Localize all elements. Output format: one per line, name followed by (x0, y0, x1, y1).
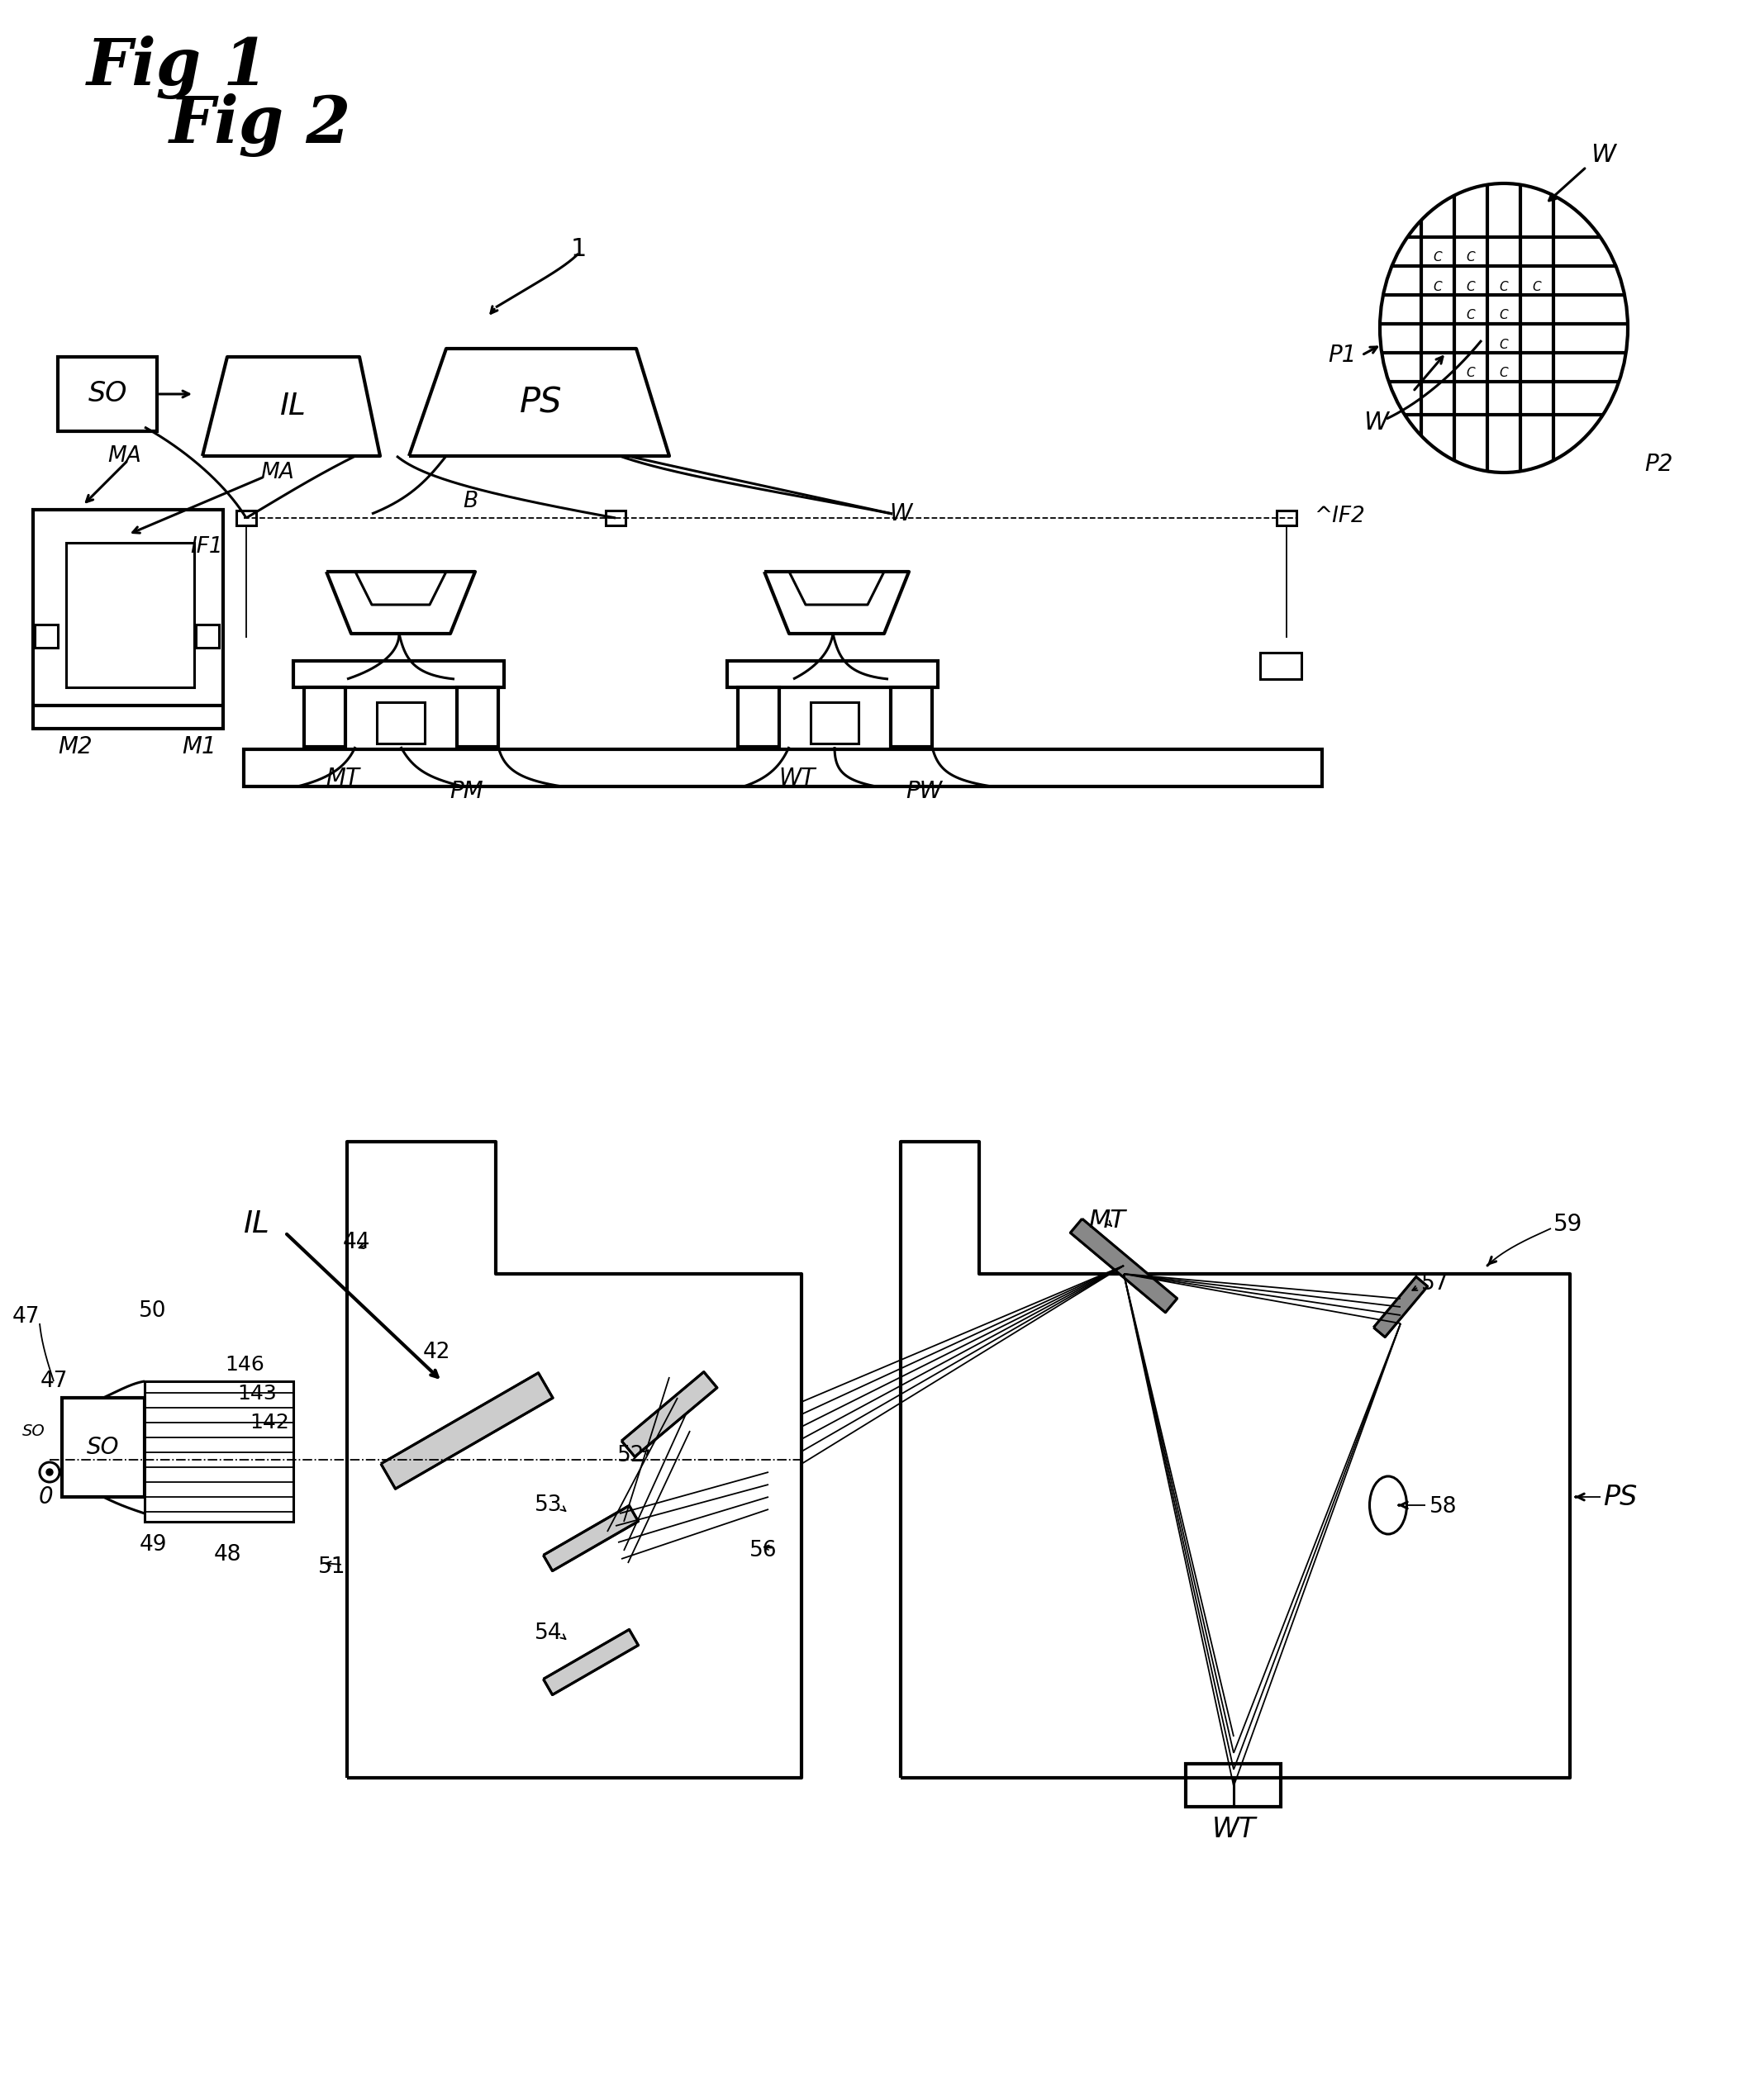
Text: PM: PM (449, 779, 484, 802)
Text: M1: M1 (181, 735, 216, 758)
Text: 53: 53 (534, 1495, 562, 1516)
Text: C: C (1466, 252, 1475, 265)
Text: 44: 44 (343, 1233, 371, 1254)
Bar (606, 510, 625, 525)
Text: PS: PS (1603, 1483, 1637, 1510)
Bar (1260, 653, 1302, 678)
Text: MA: MA (108, 445, 141, 466)
Text: B: B (463, 491, 477, 512)
Bar (728, 662, 938, 687)
Text: 146: 146 (225, 1355, 265, 1376)
Text: MT: MT (1088, 1208, 1126, 1233)
Bar (1186, 1764, 1281, 1806)
Text: C: C (1499, 368, 1508, 380)
Text: C: C (1433, 252, 1442, 265)
Bar (244, 750, 1321, 788)
Text: SO: SO (23, 1424, 45, 1439)
Polygon shape (543, 1506, 639, 1571)
Text: C: C (1499, 281, 1508, 292)
Text: P1: P1 (1328, 344, 1356, 368)
Bar (1276, 510, 1297, 525)
Text: 1: 1 (571, 237, 587, 262)
Bar (292, 662, 505, 687)
Text: C: C (1433, 281, 1442, 292)
Text: ^IF2: ^IF2 (1314, 506, 1365, 527)
Polygon shape (1071, 1218, 1177, 1312)
Text: C: C (1466, 281, 1475, 292)
Text: 47: 47 (12, 1306, 40, 1327)
Text: 59: 59 (1553, 1212, 1583, 1237)
Text: PW: PW (905, 779, 942, 802)
Bar (195, 624, 219, 647)
Bar (145, 1382, 292, 1522)
Bar (57, 357, 157, 431)
Text: Fig 1: Fig 1 (87, 36, 268, 99)
Text: C: C (1499, 309, 1508, 321)
Text: 58: 58 (1429, 1495, 1457, 1518)
Polygon shape (1374, 1277, 1428, 1338)
Bar (891, 687, 931, 748)
Bar (738, 687, 780, 748)
Text: Fig 2: Fig 2 (169, 94, 352, 158)
Text: 42: 42 (423, 1342, 451, 1363)
Text: C: C (1499, 338, 1508, 351)
Text: 52: 52 (616, 1445, 644, 1466)
Text: 49: 49 (139, 1535, 167, 1556)
Text: MA: MA (261, 462, 294, 483)
Text: W: W (890, 502, 912, 525)
Text: MT: MT (326, 766, 360, 790)
Polygon shape (622, 1371, 717, 1457)
Bar (33, 510, 223, 729)
Bar (305, 687, 345, 748)
Text: P2: P2 (1644, 454, 1673, 477)
Text: C: C (1532, 281, 1541, 292)
Text: 50: 50 (139, 1300, 167, 1321)
Bar (237, 510, 256, 525)
Polygon shape (543, 1630, 639, 1695)
Text: 142: 142 (249, 1413, 289, 1432)
Text: IF1: IF1 (190, 536, 223, 559)
Text: 54: 54 (534, 1623, 562, 1644)
Text: W: W (1363, 412, 1388, 435)
Text: W: W (1591, 143, 1616, 166)
Bar (66, 542, 195, 687)
Ellipse shape (1370, 1476, 1407, 1535)
Circle shape (40, 1462, 59, 1483)
Bar (376, 701, 425, 743)
Text: PS: PS (521, 384, 562, 420)
Text: 51: 51 (319, 1556, 346, 1577)
Text: C: C (1466, 368, 1475, 380)
Text: SO: SO (87, 380, 127, 407)
Text: SO: SO (87, 1436, 120, 1460)
Text: C: C (1466, 309, 1475, 321)
Text: 143: 143 (237, 1384, 277, 1403)
Ellipse shape (1381, 183, 1628, 473)
Text: WT: WT (1212, 1814, 1255, 1842)
Text: WT: WT (778, 766, 817, 790)
Circle shape (47, 1468, 52, 1476)
Bar (456, 687, 498, 748)
Bar (63, 1399, 145, 1497)
Text: 47: 47 (40, 1371, 68, 1392)
Bar (35, 624, 57, 647)
Bar (811, 701, 858, 743)
Text: IL: IL (280, 391, 306, 422)
Text: 57: 57 (1421, 1273, 1449, 1294)
Text: 0: 0 (38, 1485, 52, 1508)
Text: IL: IL (244, 1210, 270, 1239)
Text: M2: M2 (57, 735, 92, 758)
Text: 48: 48 (214, 1544, 240, 1564)
Text: 56: 56 (749, 1539, 776, 1562)
Polygon shape (381, 1373, 554, 1489)
